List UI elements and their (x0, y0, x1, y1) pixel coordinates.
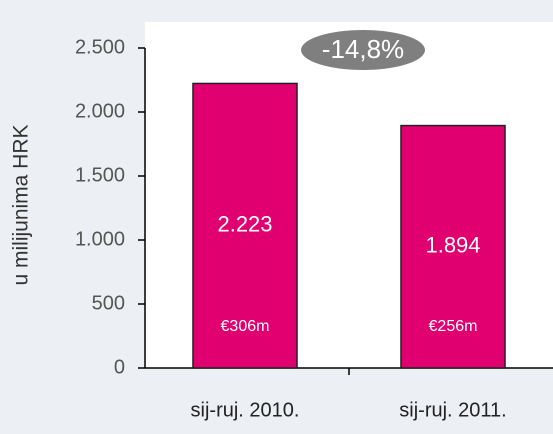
y-tick-label: 500 (92, 292, 125, 314)
value-label: 2.223 (217, 212, 272, 237)
y-tick-label: 2.500 (75, 36, 125, 58)
x-tick-label: sij-ruj. 2011. (399, 399, 506, 421)
sub-label: €306m (221, 318, 270, 335)
x-tick-label: sij-ruj. 2010. (191, 399, 300, 421)
y-axis-title: u milijunima HRK (10, 124, 33, 285)
bar (192, 82, 298, 369)
y-tick-label: 2.000 (75, 100, 125, 122)
annotation: -14,8% (322, 34, 404, 64)
annotation-bubble (301, 30, 425, 70)
sub-label: €256m (429, 318, 478, 335)
value-label: 1.894 (425, 233, 480, 258)
y-tick-label: 0 (114, 356, 125, 378)
y-tick-label: 1.500 (75, 164, 125, 186)
bar (400, 124, 506, 369)
y-tick-label: 1.000 (75, 228, 125, 250)
